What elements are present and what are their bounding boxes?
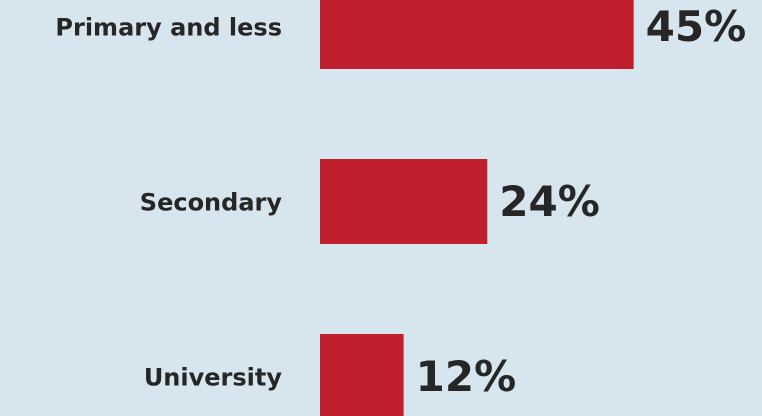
category-label: University [144,364,283,392]
category-label: Primary and less [55,14,282,42]
bar [320,0,634,69]
value-label: 24% [499,177,600,226]
category-label: Secondary [140,189,283,217]
bar [320,334,404,416]
bar [320,159,488,244]
value-label: 12% [416,352,517,401]
value-label: 45% [646,2,747,51]
